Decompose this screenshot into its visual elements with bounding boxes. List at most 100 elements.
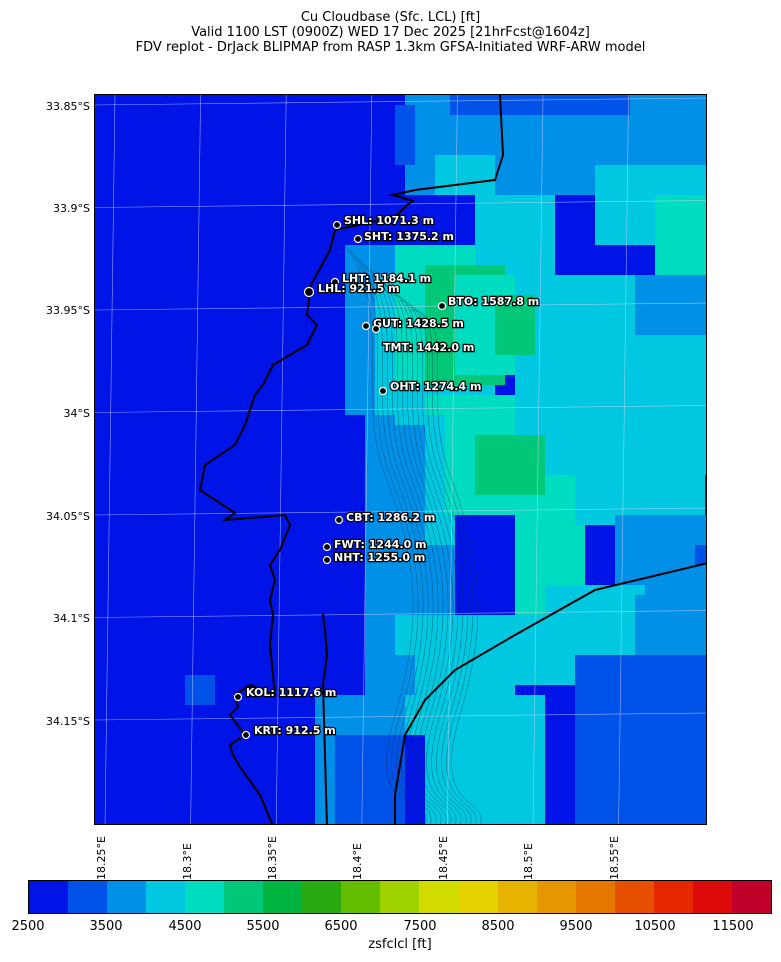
contour-line [374,274,447,824]
cloudbase-grid-cell [575,655,706,824]
lon-tick: 18.5°E [522,830,537,880]
latitude-gridline [95,97,706,106]
lon-tick: 18.3°E [181,830,196,880]
colorbar-swatch [341,881,381,913]
contour-line [354,254,427,824]
contour-line [394,294,467,824]
cloudbase-grid-cell [545,585,645,625]
chart-title-line1: Cu Cloudbase (Sfc. LCL) [ft] [300,10,481,25]
site-label: BTO: 1587.8 m [448,295,539,308]
contour-line [369,269,442,824]
site-marker [334,515,344,525]
colorbar-tick-label: 8500 [481,919,515,934]
latitude-gridline [95,200,706,208]
cloudbase-grid-cell [635,275,706,335]
colorbar-swatch [146,881,186,913]
colorbar-tick-label: 3500 [89,919,123,934]
colorbar-swatch [497,881,537,913]
latitude-gridline [95,610,706,618]
colorbar-swatch [107,881,147,913]
lat-tick-label: 33.85°S [46,100,90,113]
colorbar-swatch [614,881,654,913]
lat-tick-label: 34°S [63,407,90,420]
contour-line [389,289,462,824]
cloudbase-grid-cell [475,435,545,495]
site-label: GUT: 1428.5 m [373,317,464,330]
longitude-gridline [361,95,373,824]
latitude-gridline [95,302,706,311]
colorbar-tick-label: 7500 [403,919,437,934]
colorbar-tick-label: 11500 [712,919,754,934]
contour-line [359,259,432,824]
colorbar-swatch [380,881,420,913]
longitude-gridline [618,95,629,824]
site-marker [332,220,342,230]
latitude-gridline [95,712,706,721]
lon-tick-label: 18.4°E [351,843,364,880]
cloudbase-grid-cell [575,125,706,165]
colorbar-swatch [185,881,225,913]
site-marker [233,692,243,702]
site-label: LHL: 921.5 m [318,282,400,295]
lon-tick: 18.4°E [351,830,366,880]
site-label: KOL: 1117.6 m [246,686,336,699]
coastline-bay [321,613,329,824]
latitude-gridline [95,507,706,516]
lon-tick: 18.55°E [608,830,623,880]
colorbar-swatch [302,881,342,913]
colorbar-tick-label: 10500 [634,919,676,934]
site-marker [322,542,332,552]
lon-tick: 18.35°E [266,830,281,880]
site-label: FWT: 1244.0 m [334,538,427,551]
contour-line [404,304,477,824]
site-marker [353,234,363,244]
cloudbase-grid-cell [450,95,630,115]
cloudbase-grid-cell [435,155,495,195]
longitude-gridline [532,95,544,824]
cloudbase-map: SHL: 1071.3 m SHT: 1375.2 m LHT: 1184.1 mL… [95,95,706,824]
colorbar-tick-label: 9500 [559,919,593,934]
site-label: TMT: 1442.0 m [383,341,474,354]
longitude-gridline [275,95,287,824]
site-marker [322,555,332,565]
colorbar [28,880,772,914]
colorbar-swatch [653,881,693,913]
contour-line [409,309,482,824]
colorbar-swatch [575,881,615,913]
lon-tick: 18.25°E [95,830,110,880]
terrain-contours [344,244,482,824]
cloudbase-grid-cell [425,695,545,824]
lat-tick-label: 34.1°S [53,612,90,625]
site-label: LHT: 1184.1 m [342,272,431,285]
colorbar-tick-label: 6500 [324,919,358,934]
site-marker [361,321,371,331]
cloudbase-grid-cell [475,195,555,275]
colorbar-swatch [692,881,732,913]
latitude-gridline [95,405,706,413]
site-label: KRT: 912.5 m [254,724,336,737]
lon-tick-label: 18.55°E [608,836,621,880]
colorbar-swatch [458,881,498,913]
contour-line [364,264,437,824]
site-label: SHT: 1375.2 m [364,230,454,243]
contour-line [384,284,457,824]
site-label: CBT: 1286.2 m [346,511,435,524]
cloudbase-grid-cell [635,595,706,655]
lat-tick-label: 34.15°S [46,715,90,728]
site-marker [378,386,388,396]
longitude-gridline [447,95,458,824]
site-marker [241,730,251,740]
longitude-gridline [190,95,201,824]
colorbar-swatch [263,881,303,913]
lon-tick-label: 18.45°E [437,836,450,880]
chart-title-line2: Valid 1100 LST (0900Z) WED 17 Dec 2025 [… [191,25,590,40]
colorbar-swatch [419,881,459,913]
coastline [198,95,505,824]
coastline-east [394,562,706,824]
site-marker [303,286,315,298]
contour-line [379,279,452,824]
lon-tick-label: 18.35°E [266,836,279,880]
site-marker [371,324,381,334]
site-label: SHL: 1071.3 m [344,214,434,227]
